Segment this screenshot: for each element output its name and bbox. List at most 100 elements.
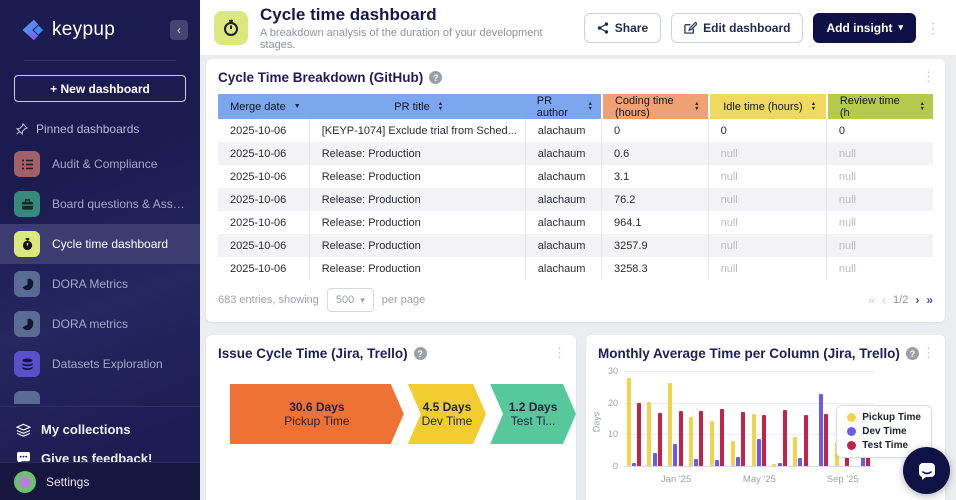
edit-dashboard-button[interactable]: Edit dashboard [671,12,804,43]
sidebar-item-datasets-exploration[interactable]: Datasets Exploration [0,344,200,384]
table-row[interactable]: 2025-10-06 [KEYP-1074] Exclude trial from… [218,119,933,142]
table-cell: 2025-10-06 [218,234,309,257]
bar-test-time [782,410,787,466]
next-page-button[interactable]: › [915,293,919,307]
sidebar-item-partial[interactable] [0,384,200,404]
funnel-stage-test-ti[interactable]: 1.2 Days Test Ti... [490,384,576,444]
page-indicator: 1/2 [893,294,909,306]
column-header-pr-author[interactable]: PR author ▲ ▼ [524,94,601,119]
column-header-coding-time-hours[interactable]: Coding time (hours) ▲ ▼ [600,94,708,119]
table-cell: 0 [600,119,708,142]
sidebar-item-board-questions-assessm[interactable]: Board questions & Assessm... [0,184,200,224]
table-cell: null [825,165,933,188]
x-tick-label: Jan '25 [660,474,692,485]
column-header-merge-date[interactable]: Merge date ▼ [218,94,309,119]
table-row[interactable]: 2025-10-06 Release: Production alachaum 325… [218,234,933,257]
help-icon[interactable]: ? [429,71,443,84]
funnel-stage-dev-time[interactable]: 4.5 Days Dev Time [408,384,486,444]
layers-icon [16,423,31,437]
kebab-icon: ⋮ [922,69,935,84]
legend-label: Dev Time [862,426,907,437]
sort-icon: ▲ ▼ [919,101,925,112]
bar-dev-time [819,394,824,466]
bar-test-time [678,411,683,466]
column-label: PR title [394,100,430,113]
funnel-stage-pickup-time[interactable]: 30.6 Days Pickup Time [230,384,404,444]
column-header-review-time-h[interactable]: Review time (h ▲ ▼ [825,94,933,119]
table-cell: null [707,165,826,188]
sort-icon: ▲ ▼ [810,101,817,112]
table-cell: 2025-10-06 [218,188,309,211]
sort-desc-icon: ▼ [293,103,301,110]
column-header-pr-title[interactable]: PR title ▲ ▼ [308,94,525,119]
sidebar-item-audit-compliance[interactable]: Audit & Compliance [0,144,200,184]
stage-value: 1.2 Days [508,400,558,414]
bar-pickup-time [730,440,735,466]
last-page-button[interactable]: » [926,293,933,307]
card-overflow-menu[interactable]: ⋮ [553,345,566,361]
table-cell: alachaum [524,211,601,234]
dashboard-header: Cycle time dashboard A breakdown analysi… [200,0,956,55]
add-insight-button[interactable]: Add insight ▾ [813,12,916,43]
stage-label: Pickup Time [284,414,350,428]
sidebar-item-dora-metrics[interactable]: DORA Metrics [0,264,200,304]
chevron-down-icon: ▾ [898,22,903,32]
help-icon[interactable]: ? [413,347,427,360]
sidebar-collapse-button[interactable]: ‹ [170,20,188,40]
help-icon[interactable]: ? [905,347,919,360]
table-row[interactable]: 2025-10-06 Release: Production alachaum 964… [218,211,933,234]
gridline [624,402,874,404]
table-cell: Release: Production [308,211,525,234]
bar-pickup-time [668,383,673,466]
table-cell: alachaum [524,119,601,142]
legend-label: Pickup Time [862,412,921,423]
table-row[interactable]: 2025-10-06 Release: Production alachaum 0.6… [218,142,933,165]
pagination: « ‹ 1/2 › » [868,293,933,307]
pin-icon [16,123,28,135]
monthly-average-chart-card: Monthly Average Time per Column (Jira, T… [586,335,945,500]
table-cell: null [825,211,933,234]
new-dashboard-button[interactable]: + New dashboard [14,75,186,102]
sidebar-item-dora-metrics[interactable]: DORA metrics [0,304,200,344]
bar-test-time [824,414,829,466]
first-page-button[interactable]: « [868,293,875,307]
chat-bubble-icon [16,452,30,465]
legend-item: Test Time [847,440,921,451]
table-cell: alachaum [524,234,601,257]
bar-test-time [720,409,725,466]
chevron-right-icon: › [915,293,920,307]
column-label: Coding time (hours) [614,94,674,119]
kebab-icon: ⋮ [553,345,566,360]
add-insight-label: Add insight [826,20,893,35]
table-row[interactable]: 2025-10-06 Release: Production alachaum 325… [218,257,933,280]
new-dashboard-label: + New dashboard [50,81,150,96]
bar-pickup-time [709,421,714,466]
header-overflow-menu[interactable]: ⋮ [922,21,944,35]
page-size-select[interactable]: 500 ▾ [326,288,374,312]
entries-count-label: 683 entries, showing [218,294,319,306]
funnel-card-title: Issue Cycle Time (Jira, Trello) [218,346,408,361]
y-tick-label: 10 [607,429,618,440]
share-button[interactable]: Share [583,12,662,43]
table-cell: Release: Production [308,188,525,211]
chevron-left-icon: ‹ [882,293,887,307]
kebab-icon: ⋮ [922,345,935,360]
column-header-idle-time-hours[interactable]: Idle time (hours) ▲ ▼ [707,94,826,119]
chat-widget-button[interactable] [903,447,950,494]
bar-test-time [761,414,766,466]
bar-dev-time [777,463,782,466]
table-row[interactable]: 2025-10-06 Release: Production alachaum 76.… [218,188,933,211]
column-label: Idle time (hours) [723,100,803,113]
y-tick-label: 0 [612,461,618,471]
sidebar-item-settings[interactable]: Settings [0,462,200,500]
sidebar-item-cycle-time-dashboard[interactable]: Cycle time dashboard [0,224,200,264]
pinned-dashboards-label: Pinned dashboards [36,122,140,136]
card-overflow-menu[interactable]: ⋮ [922,345,935,361]
table-row[interactable]: 2025-10-06 Release: Production alachaum 3.1… [218,165,933,188]
table-cell: null [707,234,826,257]
card-overflow-menu[interactable]: ⋮ [922,69,935,85]
prev-page-button[interactable]: ‹ [882,293,886,307]
cycle-time-breakdown-card: Cycle Time Breakdown (GitHub) ? ⋮ Merge … [206,59,945,322]
share-icon [597,21,608,34]
sidebar-item-my-collections[interactable]: My collections [0,415,200,444]
